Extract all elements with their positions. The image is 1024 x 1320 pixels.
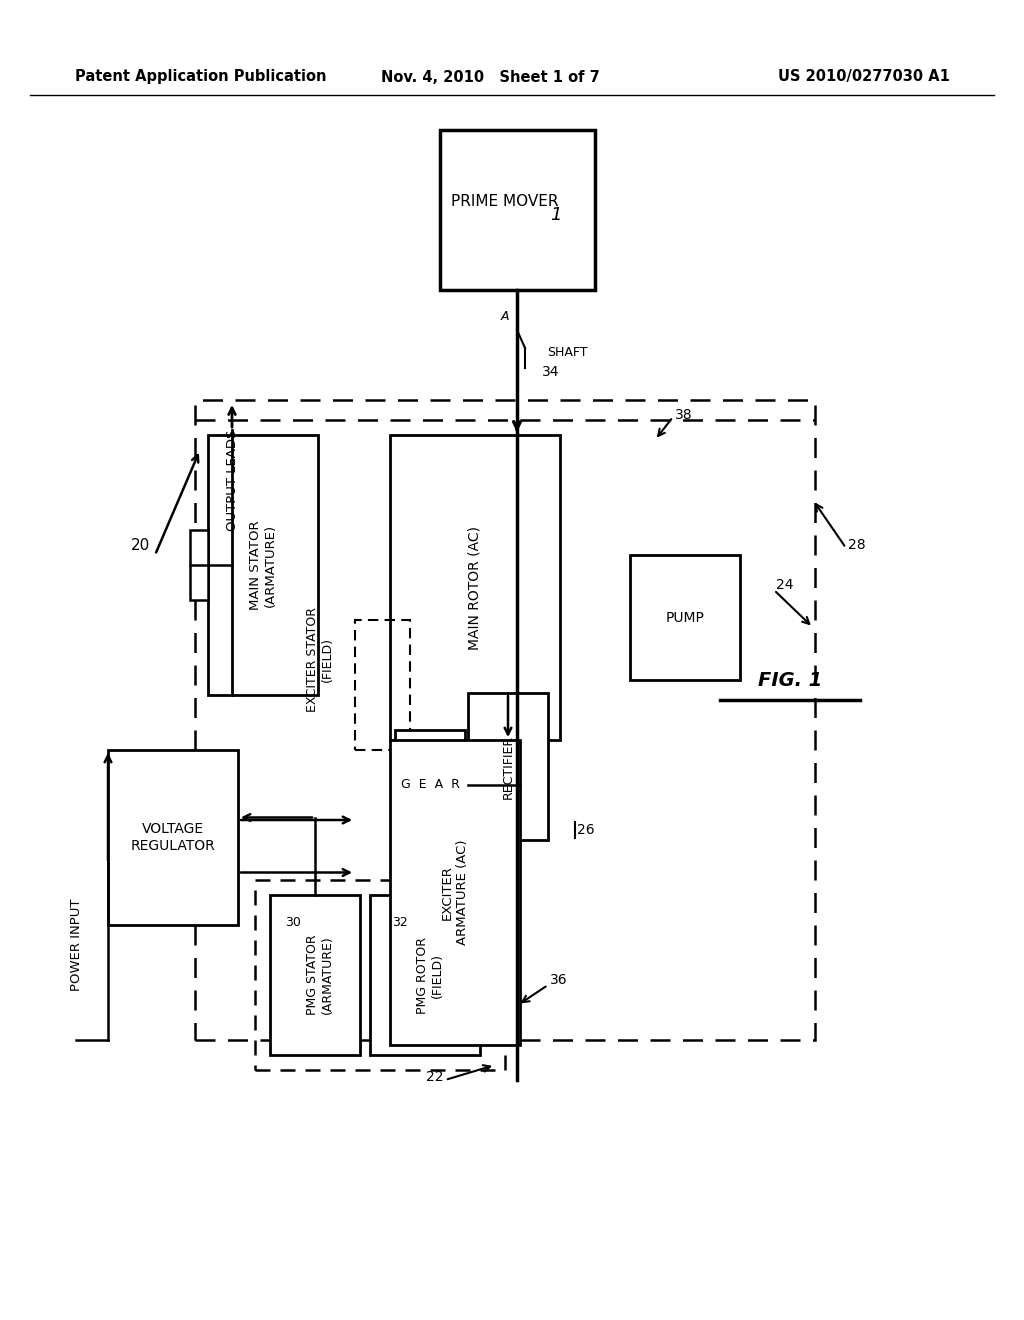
Text: MAIN STATOR
(ARMATURE): MAIN STATOR (ARMATURE) [249,520,278,610]
Text: POWER INPUT: POWER INPUT [70,899,83,991]
Bar [390,741,520,1045]
Text: 24: 24 [776,578,794,591]
Text: MAIN ROTOR (AC): MAIN ROTOR (AC) [468,525,482,649]
Text: VOLTAGE
REGULATOR: VOLTAGE REGULATOR [131,822,215,853]
Text: A: A [501,309,509,322]
Bar [108,750,238,925]
Text: G  E  A  R: G E A R [400,779,460,792]
Bar [370,895,480,1055]
Bar [190,531,208,601]
Bar [468,693,548,840]
Text: US 2010/0277030 A1: US 2010/0277030 A1 [778,70,950,84]
Bar [630,554,740,680]
Text: PUMP: PUMP [666,610,705,624]
Text: 28: 28 [848,539,865,552]
Text: FIG. 1: FIG. 1 [758,671,822,689]
Text: 30: 30 [285,916,301,928]
Text: 1: 1 [551,206,562,224]
Text: SHAFT: SHAFT [547,346,588,359]
Text: PMG ROTOR
(FIELD): PMG ROTOR (FIELD) [416,936,444,1014]
Bar [270,895,360,1055]
Bar [195,400,815,1040]
Text: 36: 36 [550,973,567,987]
Bar [390,436,560,741]
Bar [395,730,465,840]
Text: RECTIFIER: RECTIFIER [502,734,514,799]
Text: EXCITER STATOR
(FIELD): EXCITER STATOR (FIELD) [306,607,334,713]
Text: 20: 20 [130,537,150,553]
Bar [208,436,318,696]
Bar [355,620,410,750]
Text: 32: 32 [392,916,408,928]
Text: PMG STATOR
(ARMATURE): PMG STATOR (ARMATURE) [306,935,334,1015]
Bar [440,129,595,290]
Text: Patent Application Publication: Patent Application Publication [75,70,327,84]
Text: 34: 34 [542,366,559,379]
Text: 22: 22 [426,1071,443,1084]
Text: PRIME MOVER: PRIME MOVER [452,194,559,210]
Text: EXCITER
ARMATURE (AC): EXCITER ARMATURE (AC) [441,840,469,945]
Text: 26: 26 [577,822,595,837]
Bar [255,880,505,1071]
Text: 38: 38 [675,408,692,422]
Text: Nov. 4, 2010   Sheet 1 of 7: Nov. 4, 2010 Sheet 1 of 7 [381,70,599,84]
Text: OUTPUT LEADS: OUTPUT LEADS [225,429,239,531]
